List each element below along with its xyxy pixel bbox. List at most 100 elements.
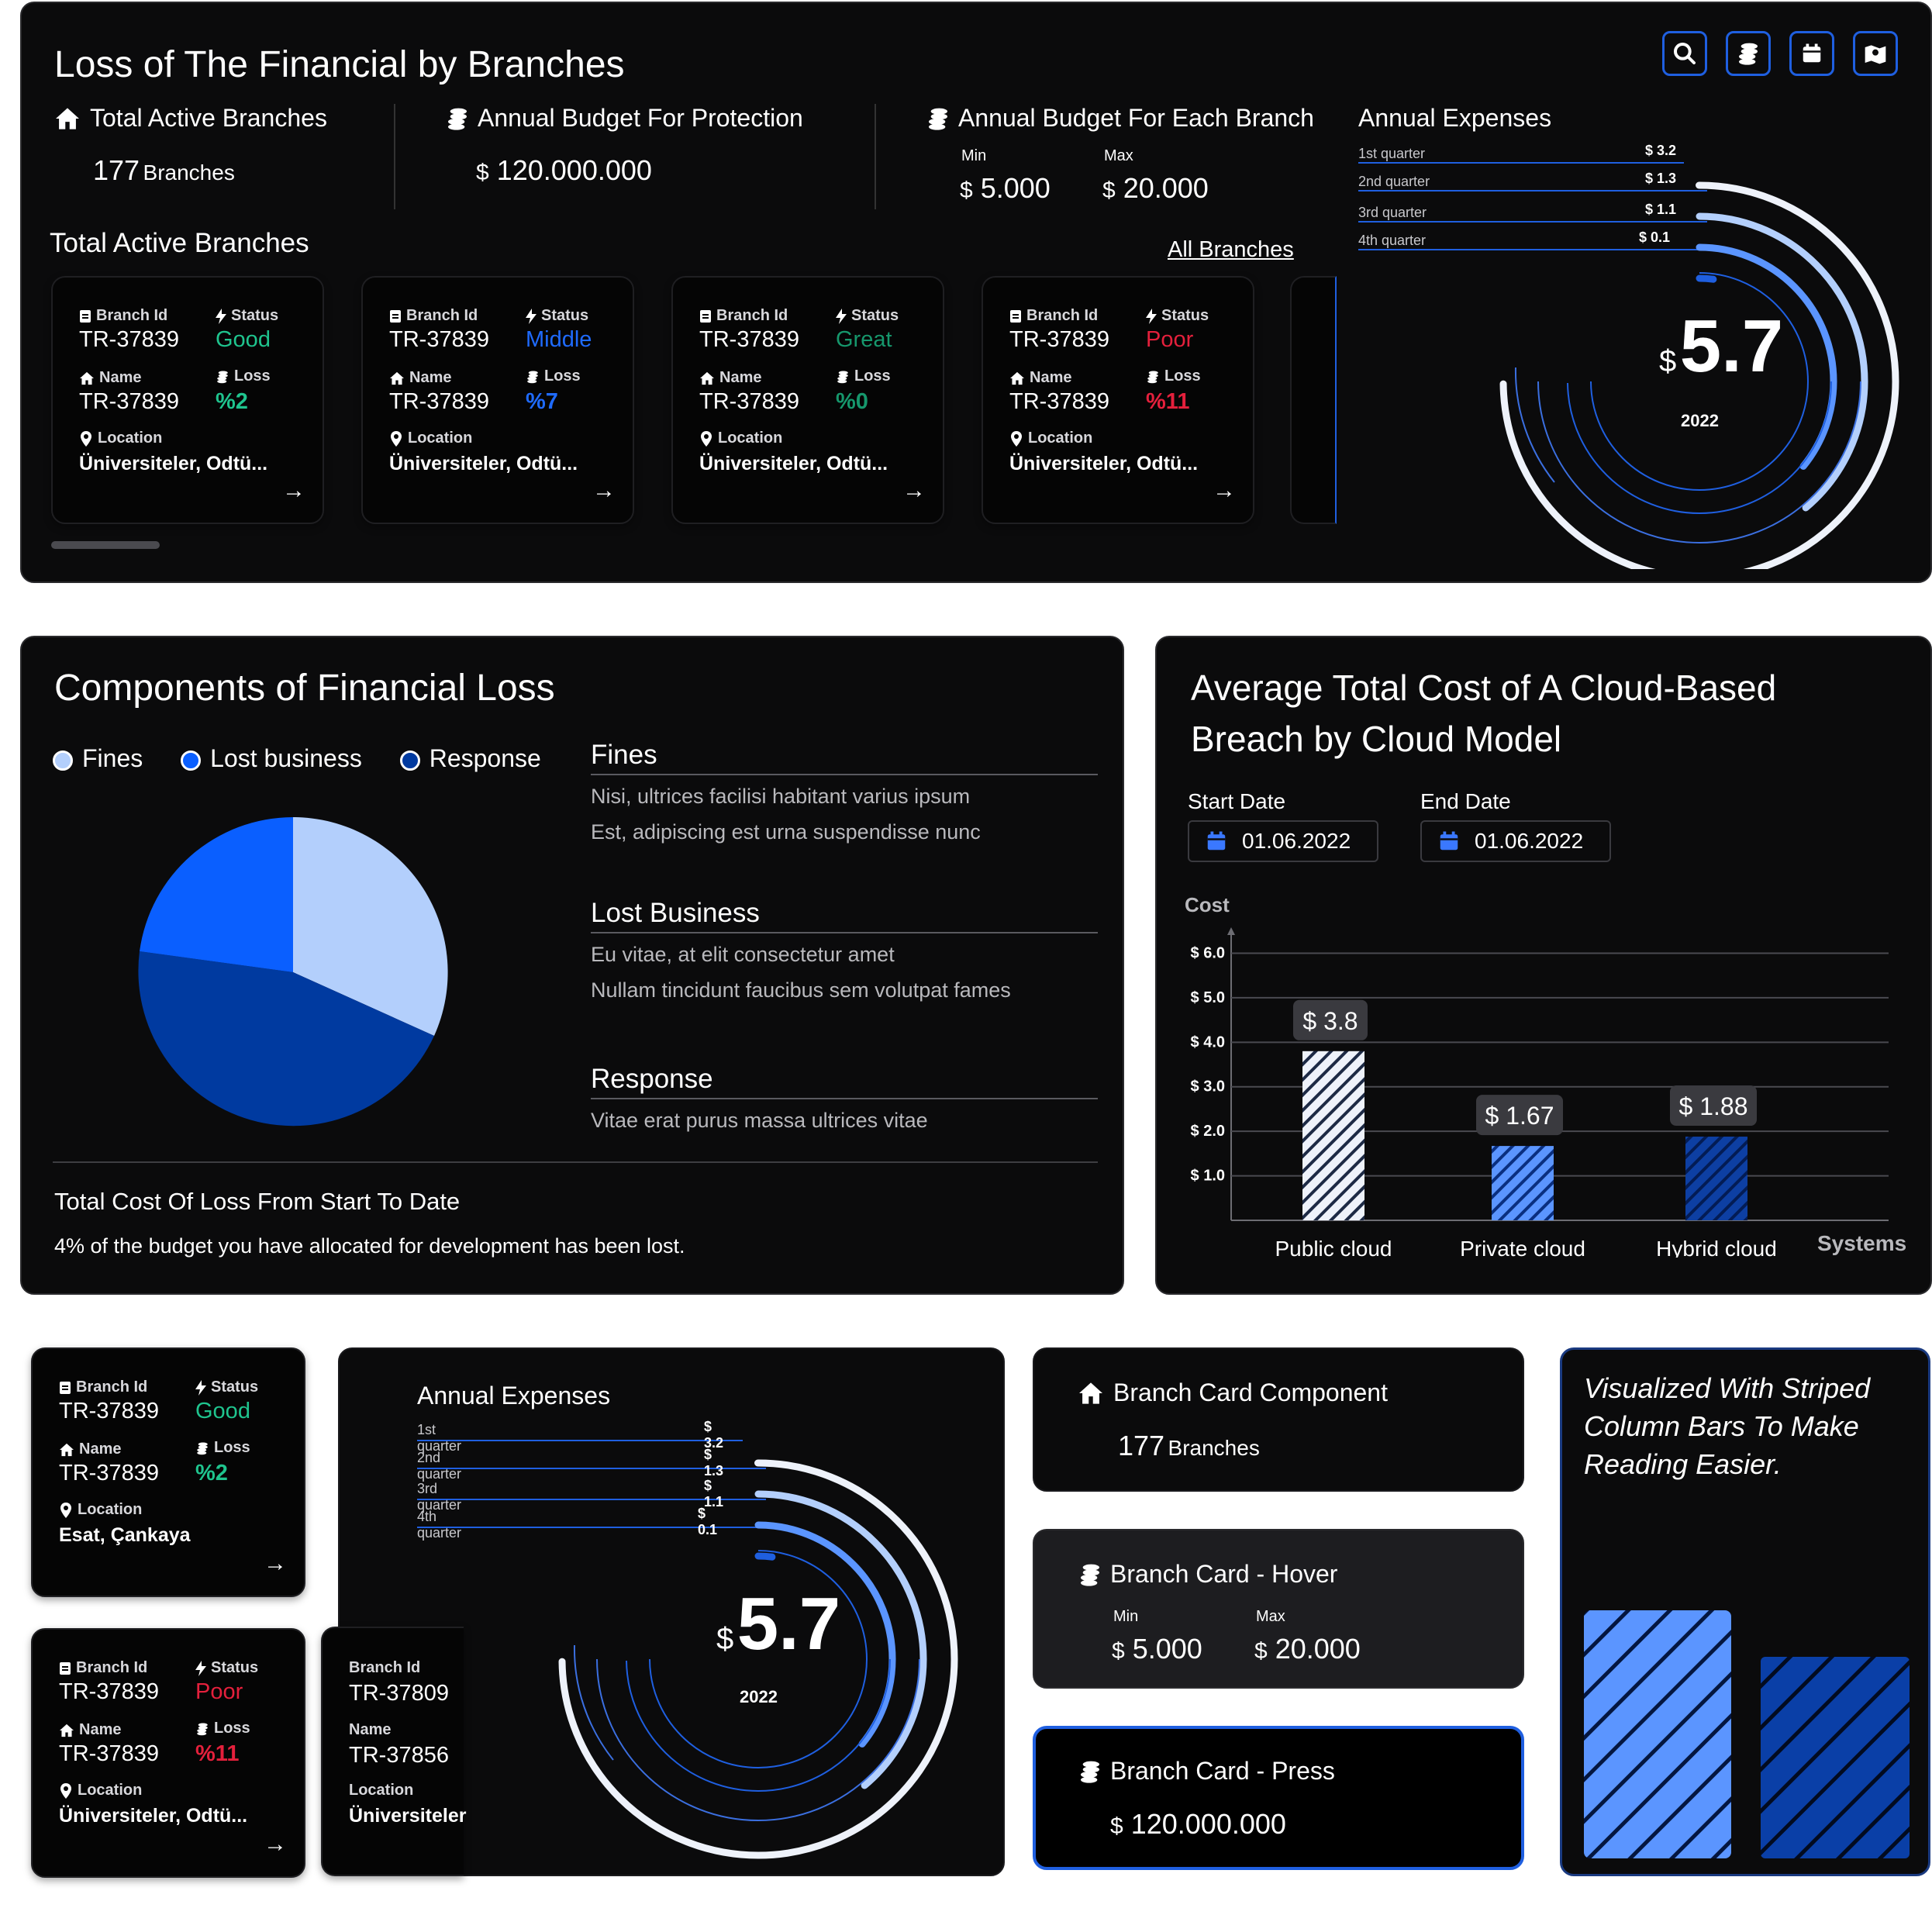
legend-response[interactable]: Response — [399, 744, 541, 772]
bar-value-label: $ 1.67 — [1485, 1102, 1554, 1130]
branch-card-hover[interactable]: Branch Card - Hover Min Max $ 5.000 $ 20… — [1033, 1529, 1524, 1689]
press-value: 120.000.000 — [1130, 1808, 1286, 1840]
bar-value-badge — [1476, 1095, 1563, 1136]
location-label: Location — [81, 430, 162, 447]
quarter-rows — [1358, 162, 1707, 250]
home-icon — [60, 1443, 74, 1456]
horizontal-scrollbar[interactable] — [51, 541, 160, 549]
location-label: Location — [60, 1501, 142, 1519]
status-value: Middle — [526, 327, 592, 352]
arrow-right-icon[interactable]: → — [264, 1551, 287, 1576]
y-tick-label: $ 1.0 — [1191, 1168, 1225, 1185]
start-date-input[interactable]: 01.06.2022 — [1188, 820, 1378, 862]
branch-card-partial[interactable]: Branch Id TR-37809 Name TR-37856 Locatio… — [321, 1627, 466, 1876]
branch-card[interactable]: Branch Id TR-37839 Status Good Name TR-3… — [31, 1347, 305, 1597]
loss-label: Loss — [836, 367, 891, 385]
branch-card-component-header: Branch Card Component — [1078, 1378, 1388, 1407]
calendar-icon — [1803, 43, 1821, 63]
branch-card[interactable]: Branch Id TR-37839 Status Middle Name TR… — [361, 276, 634, 524]
arrow-right-icon[interactable]: → — [282, 478, 305, 503]
arrow-right-icon[interactable]: → — [1213, 478, 1236, 503]
bar-value-label: $ 1.88 — [1679, 1092, 1748, 1120]
name-value: TR-37839 — [59, 1741, 159, 1766]
home-icon — [80, 371, 94, 385]
coins-icon — [217, 371, 228, 383]
bar — [1492, 1146, 1554, 1220]
stat-each-branch-budget: Annual Budget For Each Branch Min Max $ … — [926, 104, 1314, 204]
y-tick-label: $ 4.0 — [1191, 1033, 1225, 1051]
min-label: Min — [1113, 1608, 1139, 1625]
stat-active-label: Total Active Branches — [90, 104, 327, 132]
legend-fines[interactable]: Fines — [53, 744, 143, 772]
status-label: Status — [195, 1378, 258, 1396]
branch-card-press[interactable]: Branch Card - Press $ 120.000.000 — [1033, 1726, 1524, 1870]
branch-id-label: Branch Id — [699, 307, 788, 325]
branch-id-value: TR-37839 — [59, 1679, 159, 1704]
quarter-value: $ 0.1 — [1639, 229, 1671, 245]
branch-card-press-title: Branch Card - Press — [1110, 1757, 1335, 1785]
branch-card-component[interactable]: Branch Card Component 177 Branches — [1033, 1347, 1524, 1492]
y-tick-label: $ 5.0 — [1191, 989, 1225, 1006]
coins-button[interactable] — [1726, 31, 1771, 76]
branch-card-press-header: Branch Card - Press — [1078, 1757, 1335, 1786]
arrow-right-icon[interactable]: → — [592, 478, 616, 503]
divider — [591, 932, 1098, 933]
branch-card[interactable]: Branch Id TR-37839 Status Poor Name TR-3… — [31, 1628, 305, 1878]
expense-year: 2022 — [1681, 411, 1719, 430]
max-value: 20.000 — [1123, 172, 1209, 204]
min-label: Min — [961, 147, 987, 164]
map-button[interactable] — [1853, 31, 1898, 76]
id-card-icon — [60, 1661, 71, 1675]
ring-q4 — [651, 1552, 865, 1766]
coins-icon — [448, 108, 467, 130]
cloud-cost-panel: Average Total Cost of A Cloud-Based Brea… — [1155, 636, 1932, 1295]
divider — [591, 774, 1098, 775]
components-title: Components of Financial Loss — [54, 668, 555, 709]
x-tick-label: Hybrid cloud — [1656, 1237, 1777, 1258]
ring-q1 — [558, 1459, 958, 1859]
striped-bars — [1584, 1610, 1910, 1858]
stat-each-label: Annual Budget For Each Branch — [958, 104, 1314, 132]
arrow-right-icon[interactable]: → — [902, 478, 926, 503]
min-value: 5.000 — [980, 172, 1051, 204]
partial-card[interactable] — [1290, 276, 1337, 524]
component-item-line: Est, adipiscing est urna suspendisse nun… — [591, 820, 981, 844]
stat-active-unit: Branches — [143, 160, 235, 185]
search-button[interactable] — [1662, 31, 1707, 76]
coins-icon — [197, 1723, 208, 1735]
currency-symbol: $ — [716, 1622, 734, 1656]
branch-unit: Branches — [1168, 1436, 1260, 1460]
loss-value: %2 — [216, 389, 248, 414]
location-value: Üniversiteler, Odtü... — [389, 453, 578, 474]
max-value: 20.000 — [1275, 1633, 1361, 1665]
radial-chart — [1358, 162, 1899, 569]
calendar-button[interactable] — [1789, 31, 1834, 76]
legend-lost-business[interactable]: Lost business — [181, 744, 362, 772]
id-card-icon — [1010, 309, 1021, 323]
expense-total: $ 5.7 — [716, 1582, 840, 1667]
all-branches-link[interactable]: All Branches — [1168, 237, 1294, 262]
branch-card[interactable]: Branch Id TR-37839 Status Poor Name TR-3… — [982, 276, 1254, 524]
location-icon — [60, 1782, 71, 1799]
end-date-input[interactable]: 01.06.2022 — [1420, 820, 1611, 862]
location-icon — [81, 430, 91, 447]
branch-id-label: Branch Id — [59, 1378, 147, 1396]
component-item-line: Eu vitae, at elit consectetur amet — [591, 943, 895, 966]
location-value: Esat, Çankaya — [59, 1524, 191, 1546]
branch-card[interactable]: Branch Id TR-37839 Status Good Name TR-3… — [51, 276, 324, 524]
bolt-icon — [195, 1660, 206, 1676]
divider — [394, 104, 395, 209]
coins-icon — [1147, 371, 1158, 383]
coins-icon — [837, 371, 848, 383]
quarter-value: $ 0.1 — [698, 1506, 718, 1537]
branch-id-value: TR-37839 — [79, 327, 179, 352]
financial-loss-panel: Loss of The Financial by Branches Total … — [20, 2, 1932, 583]
branch-card[interactable]: Branch Id TR-37839 Status Great Name TR-… — [671, 276, 944, 524]
coins-icon — [929, 108, 947, 130]
name-label: Name — [699, 369, 761, 387]
location-label: Location — [701, 430, 782, 447]
name-value: TR-37839 — [699, 389, 799, 414]
branch-id-value: TR-37839 — [389, 327, 489, 352]
quarter-value: $ 1.3 — [1645, 171, 1677, 186]
arrow-right-icon[interactable]: → — [264, 1831, 287, 1857]
